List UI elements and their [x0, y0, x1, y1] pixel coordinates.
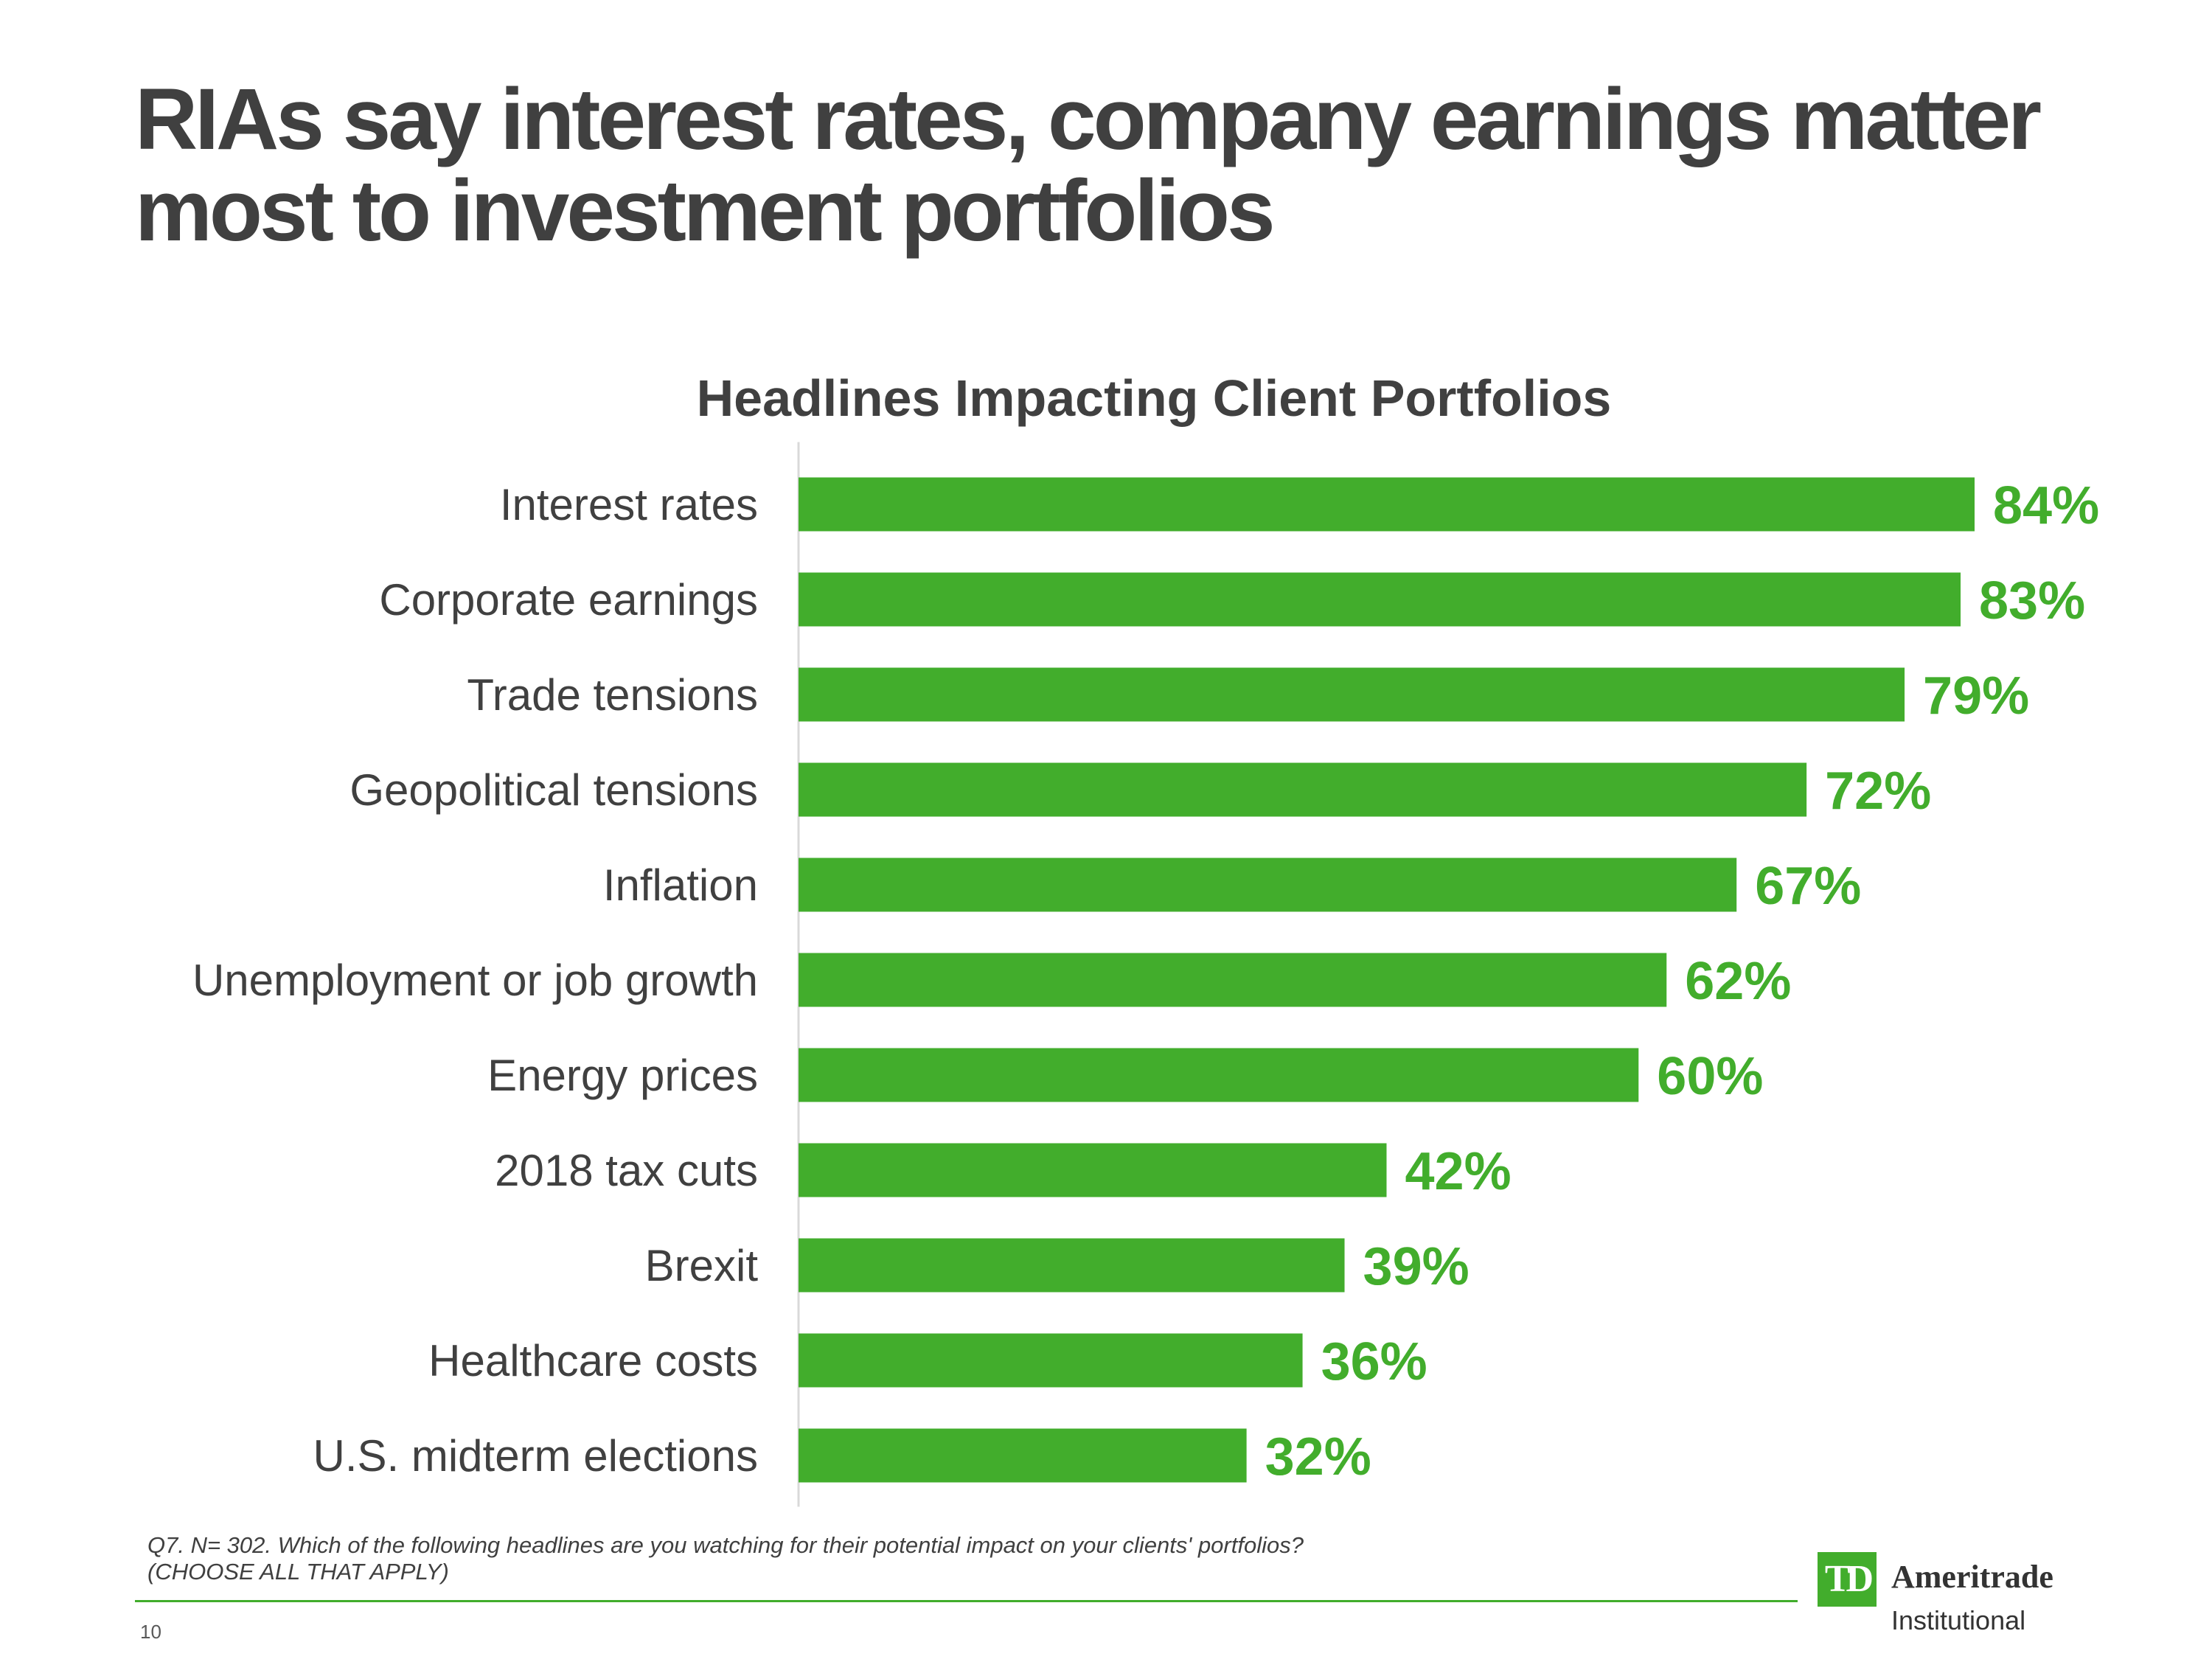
bar-interest-rates	[799, 477, 1975, 532]
bar-2018-tax-cuts	[799, 1143, 1387, 1197]
footnote: Q7. N= 302. Which of the following headl…	[147, 1532, 1304, 1585]
category-label: Inflation	[603, 860, 758, 910]
category-label: Trade tensions	[467, 670, 758, 720]
category-label: Unemployment or job growth	[192, 956, 758, 1005]
value-label: 62%	[1685, 952, 1791, 1011]
value-label: 39%	[1363, 1237, 1470, 1296]
bar-trade-tensions	[799, 667, 1905, 722]
value-label: 36%	[1321, 1332, 1427, 1391]
td-logo-mark: TD	[1818, 1552, 1877, 1607]
value-label: 83%	[1979, 571, 2085, 630]
chart-title: Headlines Impacting Client Portfolios	[696, 369, 1612, 427]
footnote-question: Q7. N= 302. Which of the following headl…	[147, 1532, 1304, 1558]
logo-wordmark: Ameritrade	[1891, 1559, 2053, 1595]
value-label: 79%	[1923, 667, 2029, 726]
category-label: U.S. midterm elections	[313, 1431, 758, 1481]
bar-u-s-midterm-elections	[799, 1428, 1247, 1483]
value-label: 32%	[1265, 1427, 1371, 1486]
category-label: Geopolitical tensions	[349, 765, 758, 815]
td-ameritrade-logo: TD Ameritrade Institutional	[1818, 1552, 2201, 1641]
bar-corporate-earnings	[799, 572, 1961, 627]
value-label: 72%	[1825, 762, 1931, 821]
category-label: Brexit	[645, 1241, 759, 1290]
value-label: 60%	[1657, 1047, 1763, 1106]
value-label: 84%	[1993, 476, 2099, 535]
value-label: 67%	[1755, 857, 1861, 916]
bar-geopolitical-tensions	[799, 762, 1807, 817]
bar-inflation	[799, 858, 1737, 912]
bar-chart: Interest rates 84% Corporate earnings 83% Tr…	[192, 442, 2099, 1507]
page-title: RIAs say interest rates, company earning…	[135, 74, 2126, 257]
footnote-instruction: (CHOOSE ALL THAT APPLY)	[147, 1559, 449, 1585]
bar-unemployment-or-job-growth	[799, 953, 1667, 1007]
bar-brexit	[799, 1238, 1345, 1293]
category-label: Energy prices	[487, 1051, 758, 1100]
page-number: 10	[140, 1621, 161, 1643]
page-title-line-1: RIAs say interest rates, company earning…	[135, 71, 2042, 168]
bar-healthcare-costs	[799, 1333, 1303, 1388]
value-label: 42%	[1405, 1142, 1512, 1201]
category-label: 2018 tax cuts	[495, 1146, 758, 1195]
category-label: Corporate earnings	[379, 575, 758, 625]
footer-divider	[135, 1600, 1798, 1602]
category-label: Healthcare costs	[428, 1336, 758, 1385]
page-title-line-2: most to investment portfolios	[135, 162, 1276, 260]
category-label: Interest rates	[500, 480, 758, 529]
logo-subtitle: Institutional	[1891, 1605, 2026, 1635]
bar-energy-prices	[799, 1048, 1639, 1102]
